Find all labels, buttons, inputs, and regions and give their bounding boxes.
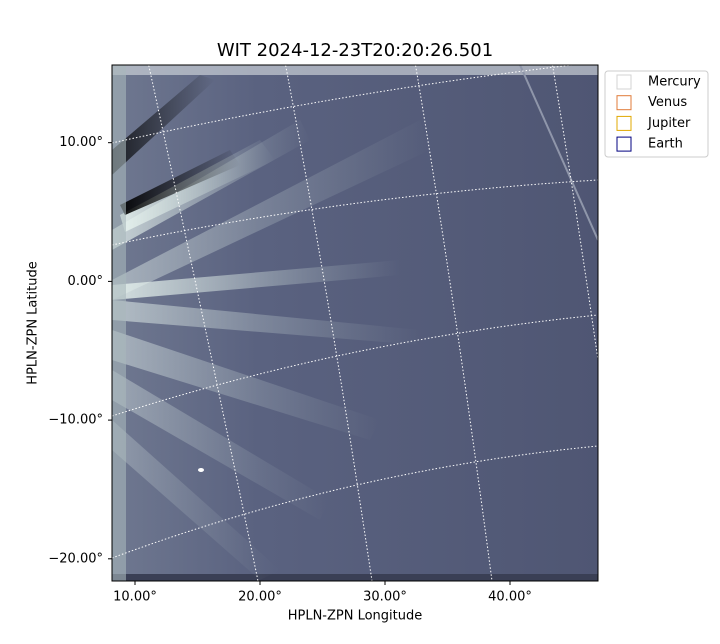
chart-title: WIT 2024-12-23T20:20:26.501 xyxy=(217,40,493,61)
y-axis-label: HPLN-ZPN Latitude xyxy=(26,261,41,384)
x-tick-label: 40.00° xyxy=(488,590,532,605)
legend-swatch xyxy=(616,136,632,152)
legend-swatch xyxy=(616,74,632,90)
y-tick-label: −20.00° xyxy=(48,551,103,566)
legend-swatch xyxy=(616,95,632,111)
x-tick-label: 10.00° xyxy=(113,590,157,605)
legend-label: Earth xyxy=(648,137,683,152)
legend-label: Jupiter xyxy=(647,116,691,131)
x-tick-label: 20.00° xyxy=(238,590,282,605)
legend-swatch xyxy=(616,115,632,131)
image xyxy=(112,65,598,581)
legend-label: Mercury xyxy=(648,75,701,90)
y-tick-label: −10.00° xyxy=(48,413,103,428)
y-tick-label: 10.00° xyxy=(59,135,103,150)
legend-label: Venus xyxy=(648,95,687,110)
x-axis-label: HPLN-ZPN Longitude xyxy=(288,609,423,624)
legend xyxy=(604,70,709,158)
frame xyxy=(111,64,599,582)
x-tick-label: 30.00° xyxy=(363,590,407,605)
y-tick-label: 0.00° xyxy=(68,274,103,289)
